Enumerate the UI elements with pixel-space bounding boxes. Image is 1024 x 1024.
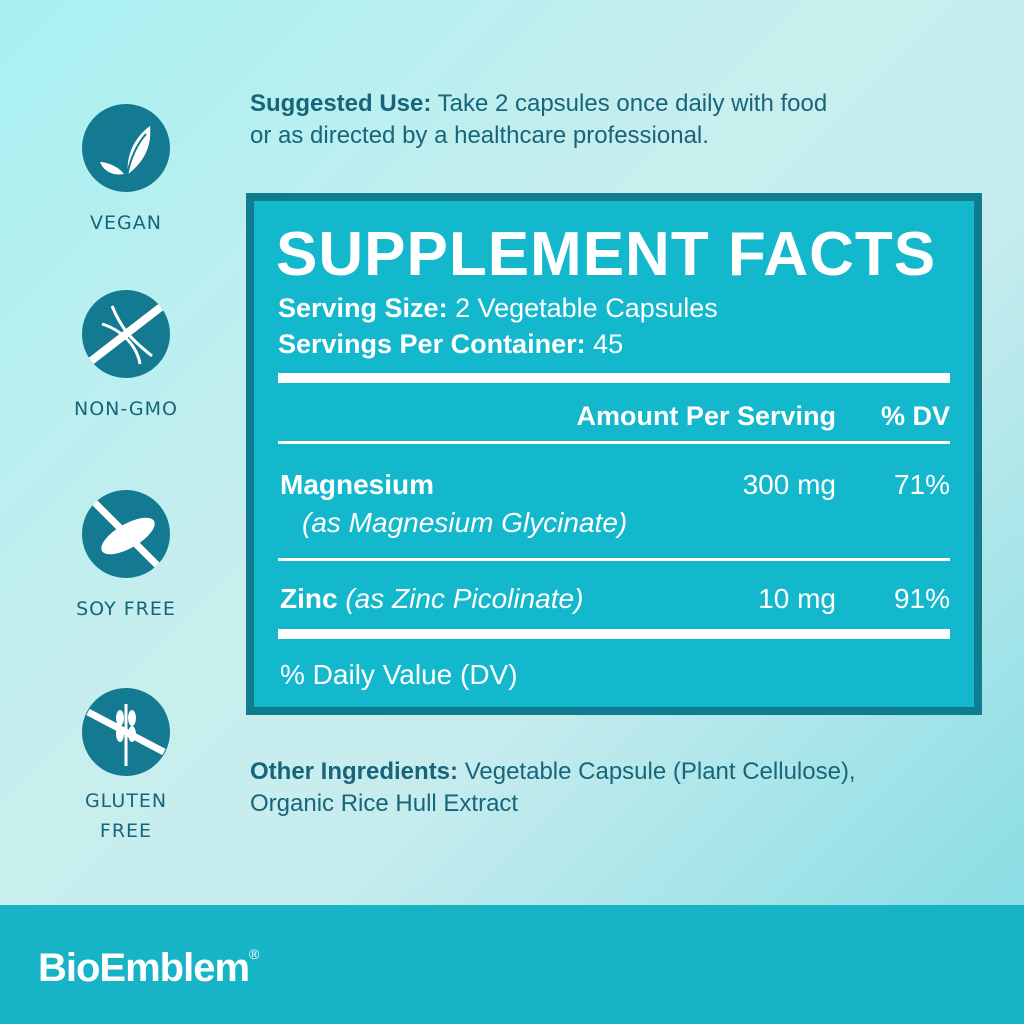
nutrient-row: Zinc (as Zinc Picolinate) [280, 583, 583, 615]
nutrient-dv: 91% [893, 583, 950, 614]
suggested-use-label: Suggested Use: [250, 90, 432, 117]
supplement-facts-panel: SUPPLEMENT FACTS Serving Size: 2 Vegetab… [246, 193, 982, 715]
servings-value: 45 [585, 329, 624, 359]
servings-per-container: Servings Per Container: 45 [278, 329, 623, 360]
col-dv-header: % DV [880, 401, 950, 431]
badge-label: FREE [99, 820, 153, 842]
other-ingredients: Other Ingredients: Vegetable Capsule (Pl… [250, 756, 856, 820]
badge-label: GLUTEN [84, 790, 168, 812]
serving-size-label: Serving Size: [278, 293, 448, 323]
divider [278, 629, 950, 639]
col-amount-header: Amount Per Serving [576, 401, 836, 431]
serving-size: Serving Size: 2 Vegetable Capsules [278, 293, 718, 324]
facts-title: SUPPLEMENT FACTS [276, 220, 937, 289]
soybean-crossed-icon [82, 490, 170, 578]
badge-non-gmo: NON-GMO [46, 290, 206, 420]
badge-label: VEGAN [90, 212, 162, 234]
serving-size-value: 2 Vegetable Capsules [447, 293, 718, 323]
divider [278, 441, 950, 444]
badge-vegan: VEGAN [46, 104, 206, 234]
nutrient-name: Magnesium [280, 469, 435, 500]
nutrient-amount: 300 mg [742, 469, 836, 500]
brand-name: BioEmblem [38, 946, 250, 990]
leaf-icon [82, 104, 170, 192]
nutrient-source: (as Magnesium Glycinate) [302, 507, 628, 538]
dna-crossed-icon [82, 290, 170, 378]
registered-mark: ® [249, 946, 259, 962]
suggested-use-text: Take 2 capsules once daily with food [431, 90, 828, 117]
nutrient-amount: 10 mg [758, 583, 836, 614]
divider [278, 373, 950, 383]
other-ingredients-text: Organic Rice Hull Extract [250, 790, 519, 817]
badge-label: SOY FREE [76, 598, 176, 620]
footer-band [0, 905, 1024, 1024]
nutrient-dv: 71% [893, 469, 950, 500]
nutrient-source: (as Zinc Picolinate) [337, 583, 584, 614]
divider [278, 558, 950, 561]
dv-footnote: % Daily Value (DV) [280, 659, 518, 690]
nutrient-name: Zinc [280, 583, 338, 614]
brand-logo: BioEmblem® [38, 946, 259, 991]
other-ingredients-text: Vegetable Capsule (Plant Cellulose), [458, 758, 856, 785]
wheat-crossed-icon [82, 688, 170, 776]
suggested-use: Suggested Use: Take 2 capsules once dail… [250, 88, 827, 152]
servings-label: Servings Per Container: [278, 329, 586, 359]
badge-soy-free: SOY FREE [46, 490, 206, 620]
other-ingredients-label: Other Ingredients: [250, 758, 459, 785]
badge-gluten-free: GLUTEN FREE [46, 688, 206, 846]
suggested-use-text: or as directed by a healthcare professio… [250, 122, 709, 149]
badge-label: NON-GMO [73, 398, 178, 420]
